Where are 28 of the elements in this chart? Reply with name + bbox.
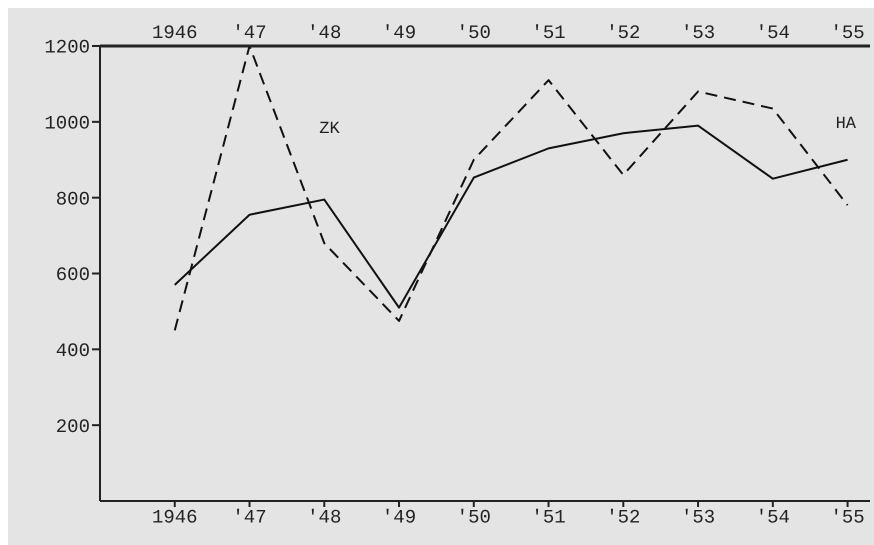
category-label: '53 bbox=[680, 506, 716, 528]
category-label: 1946 bbox=[152, 506, 198, 528]
category-label: '51 bbox=[531, 506, 566, 528]
x-tick-label: '47 bbox=[232, 22, 267, 44]
x-tick-label: '50 bbox=[456, 22, 491, 44]
category-label: '47 bbox=[232, 506, 267, 528]
category-label: '49 bbox=[382, 506, 416, 528]
x-tick-label: '48 bbox=[307, 22, 342, 44]
x-tick-label: '51 bbox=[531, 22, 566, 44]
y-tick-label: 800 bbox=[56, 188, 90, 210]
x-tick-label: '53 bbox=[680, 22, 716, 44]
y-tick-label: 400 bbox=[56, 340, 90, 362]
category-label: '48 bbox=[307, 506, 342, 528]
x-tick-label: 1946 bbox=[152, 22, 198, 44]
category-label: '54 bbox=[756, 506, 790, 528]
x-tick-label: '49 bbox=[382, 22, 416, 44]
category-label: '55 bbox=[830, 506, 865, 528]
y-tick-label: 200 bbox=[56, 416, 90, 438]
y-tick-label: 1000 bbox=[44, 112, 90, 135]
category-label: '50 bbox=[456, 506, 491, 528]
category-label: '52 bbox=[606, 506, 640, 528]
series-label: HA bbox=[836, 114, 857, 134]
series-label: ZK bbox=[319, 120, 340, 140]
x-tick-label: '52 bbox=[606, 22, 640, 44]
x-tick-label: '55 bbox=[830, 22, 865, 44]
y-tick-label: 1200 bbox=[44, 36, 90, 59]
y-tick-label: 600 bbox=[56, 264, 90, 286]
x-tick-label: '54 bbox=[756, 22, 790, 44]
